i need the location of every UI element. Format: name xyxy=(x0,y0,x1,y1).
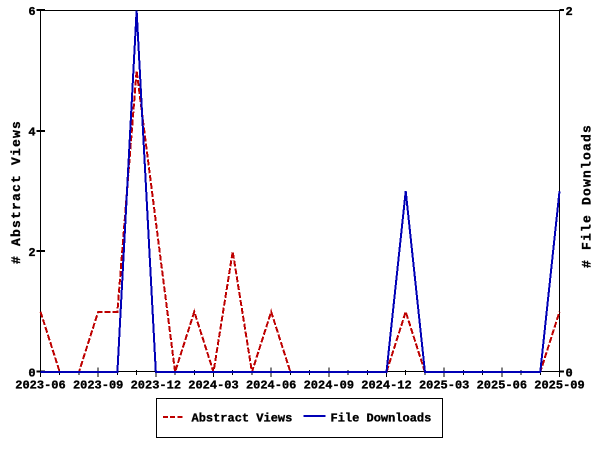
svg-text:2023-09: 2023-09 xyxy=(73,379,123,393)
svg-text:2023-12: 2023-12 xyxy=(131,379,181,393)
svg-text:2025-03: 2025-03 xyxy=(419,379,469,393)
svg-text:# Abstract Views: # Abstract Views xyxy=(9,120,24,264)
svg-text:4: 4 xyxy=(28,125,35,139)
svg-text:0: 0 xyxy=(28,366,35,380)
svg-text:2025-09: 2025-09 xyxy=(534,379,584,393)
svg-text:Abstract Views: Abstract Views xyxy=(192,412,293,426)
svg-text:2024-06: 2024-06 xyxy=(246,379,296,393)
svg-text:2025-06: 2025-06 xyxy=(477,379,527,393)
svg-text:0: 0 xyxy=(566,366,573,380)
svg-text:# File Downloads: # File Downloads xyxy=(580,124,595,268)
svg-text:2: 2 xyxy=(28,246,35,260)
svg-text:2024-03: 2024-03 xyxy=(188,379,238,393)
svg-text:File Downloads: File Downloads xyxy=(331,412,432,426)
svg-text:2023-06: 2023-06 xyxy=(15,379,65,393)
svg-text:2024-09: 2024-09 xyxy=(304,379,354,393)
svg-text:2024-12: 2024-12 xyxy=(361,379,411,393)
svg-text:2: 2 xyxy=(566,5,573,19)
svg-text:6: 6 xyxy=(28,5,35,19)
